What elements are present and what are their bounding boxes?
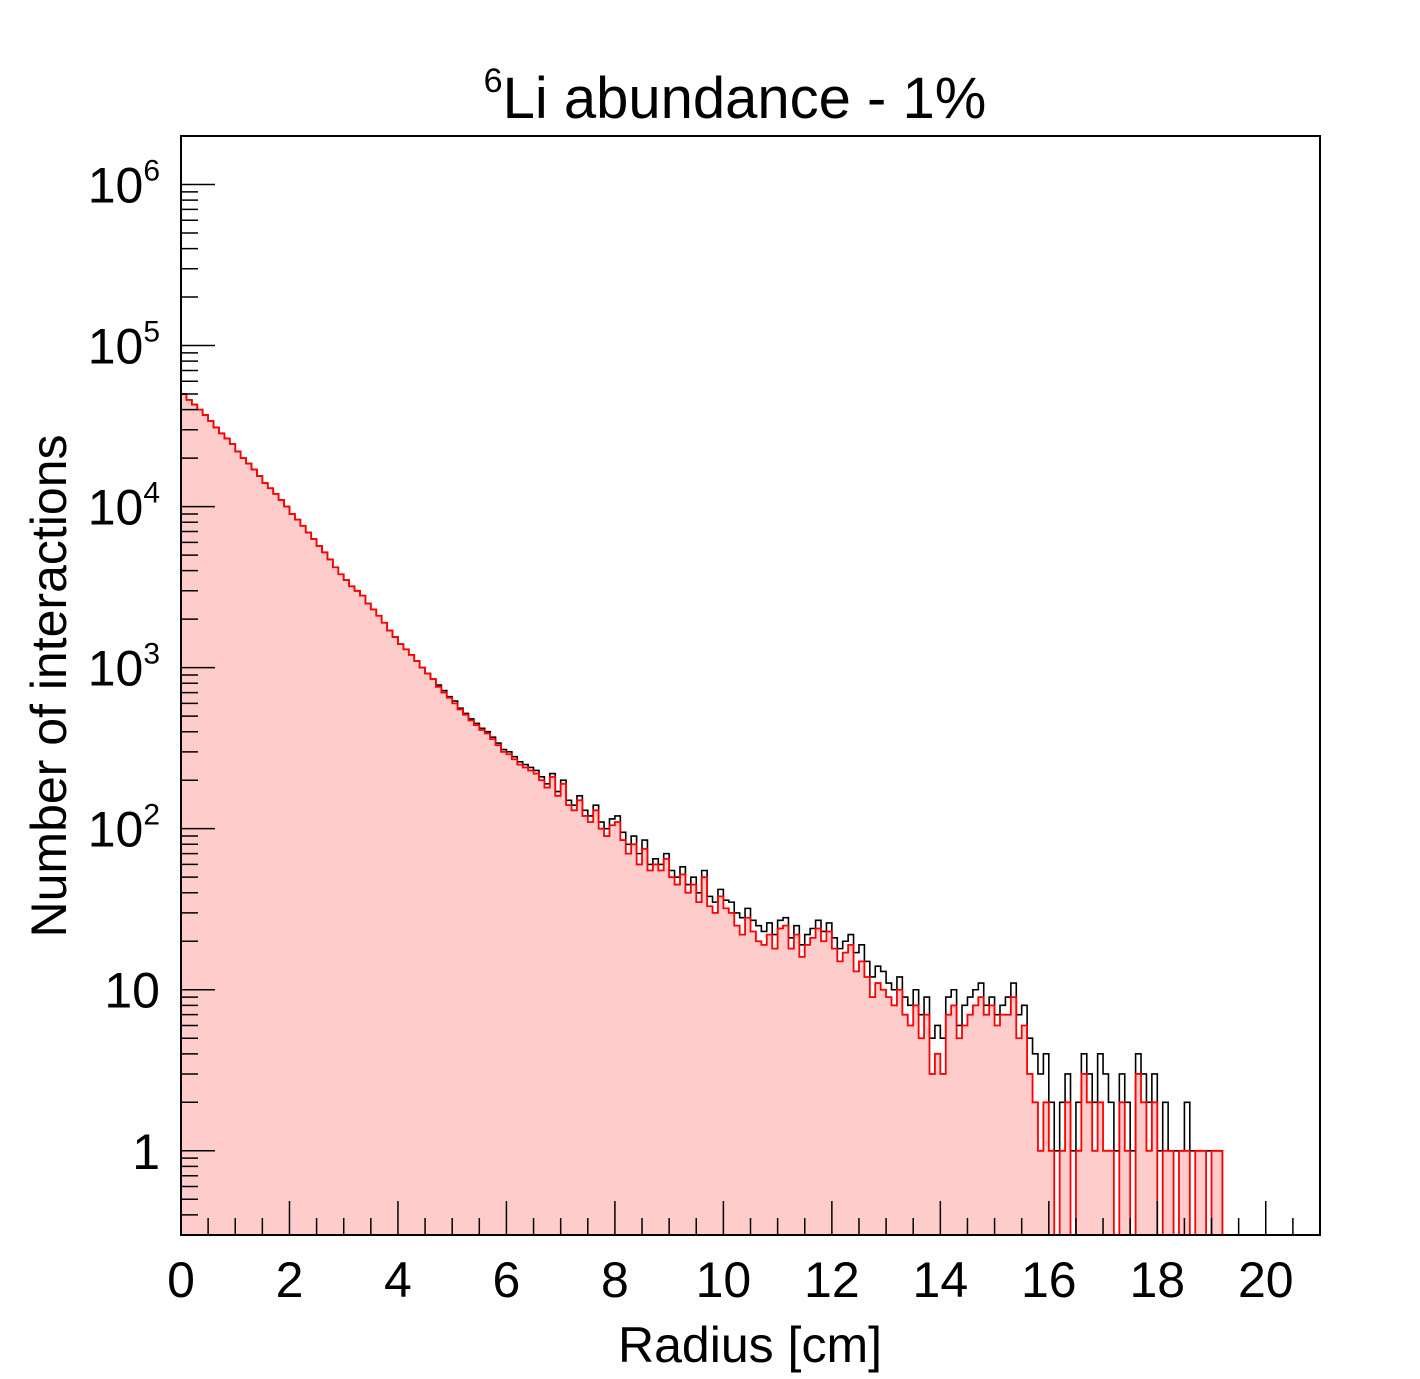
x-axis: 0 2 4 6 8 10 12 14 16 18 20	[167, 1201, 1321, 1308]
x-tick-label: 10	[696, 1252, 752, 1308]
x-tick-label: 18	[1129, 1252, 1185, 1308]
x-tick-label: 20	[1238, 1252, 1294, 1308]
y-axis-label: Number of interactions	[21, 434, 77, 937]
series-fill-area	[181, 394, 1320, 1235]
chart-title-prefix: Li	[503, 66, 548, 131]
x-axis-label: Radius [cm]	[618, 1317, 882, 1373]
y-tick-label: 106	[88, 154, 160, 213]
series-line-red	[180, 393, 1320, 1236]
x-tick-label: 14	[913, 1252, 969, 1308]
x-tick-label: 12	[804, 1252, 860, 1308]
chart-title-main: abundance - 1%	[564, 66, 986, 131]
plot-area	[180, 393, 1320, 1236]
y-tick-label: 104	[88, 477, 160, 536]
x-tick-label: 0	[167, 1252, 195, 1308]
y-tick-label: 105	[88, 316, 160, 375]
y-tick-label: 103	[88, 638, 160, 697]
chart-title: 6Li abundance - 1%	[484, 62, 987, 131]
x-tick-label: 4	[384, 1252, 412, 1308]
y-tick-label: 10	[104, 963, 160, 1019]
chart-title-superscript: 6	[484, 62, 503, 100]
x-tick-label: 16	[1021, 1252, 1077, 1308]
y-tick-label: 102	[88, 799, 160, 858]
x-tick-label: 8	[601, 1252, 629, 1308]
y-axis: 1 10 102 103 104 105 106	[88, 135, 215, 1236]
y-tick-label: 1	[132, 1124, 160, 1180]
x-tick-label: 2	[276, 1252, 304, 1308]
x-tick-label: 6	[493, 1252, 521, 1308]
